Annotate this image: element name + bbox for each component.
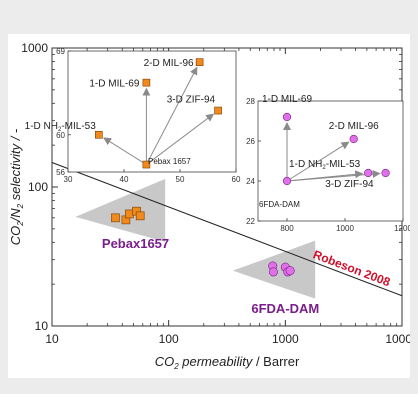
robeson-line-label: Robeson 2008	[311, 247, 392, 289]
pebax-point	[195, 58, 204, 66]
fda-point	[364, 168, 373, 178]
y-tick-label: 10	[35, 319, 49, 333]
fda-point-label: 1-D MIL-69	[262, 94, 312, 105]
fda-point	[381, 168, 390, 178]
pebax-x-tick-label: 30	[64, 175, 73, 184]
inset-pebax: 30 40 50 60 56 60 69 2-D MIL-96 1-D MIL-69 3-D ZI…	[25, 47, 241, 184]
pebax-fan-shape	[75, 178, 166, 242]
pebax-point	[95, 130, 103, 139]
pebax-group-label: Pebax1657	[102, 236, 169, 251]
pebax-data-point	[135, 211, 145, 221]
pebax-point-label: 1-D NH2-MIL-53	[25, 121, 97, 133]
fda-arrow	[286, 141, 350, 182]
fda-point-label: 1-D NH2-MIL-53	[289, 159, 361, 171]
pebax-y-tick-label: 56	[56, 168, 65, 177]
fda-origin-label: 6FDA-DAM	[259, 200, 300, 209]
pebax-point	[142, 78, 151, 87]
fda-x-tick-label: 1200	[394, 224, 410, 233]
x-axis-label: CO2 permeability / Barrer	[155, 354, 300, 371]
robeson-upper-bound-line	[51, 162, 403, 297]
pebax-arrow	[146, 113, 215, 165]
6fda-data-point	[285, 266, 295, 276]
y-tick-label: 100	[28, 180, 48, 194]
pebax-x-tick-label: 60	[232, 175, 241, 184]
x-tick-label: 1000	[272, 332, 299, 346]
pebax-origin-label: Pebax 1657	[148, 157, 191, 166]
pebax-x-tick-label: 40	[120, 175, 129, 184]
pebax-arrow	[145, 66, 198, 165]
pebax-point-label: 2-D MIL-96	[144, 58, 194, 69]
fda-y-tick-label: 24	[246, 177, 255, 186]
pebax-point-label: 3-D ZIF-94	[167, 95, 216, 106]
fda-arrow	[286, 170, 381, 182]
inset-6fda: 800 1000 1200 22 24 26 28 1-D MIL-69 2-D MIL-96 1…	[246, 94, 412, 233]
fda-y-tick-label: 26	[246, 137, 255, 146]
pebax-point-label: 1-D MIL-69	[89, 79, 139, 90]
fda-point-label: 2-D MIL-96	[329, 121, 379, 132]
6fda-group-label: 6FDA-DAM	[251, 301, 319, 316]
pebax-point	[214, 106, 222, 115]
pebax-arrow	[103, 137, 147, 165]
pebax-y-tick-label: 69	[56, 47, 65, 56]
x-tick-label: 100	[159, 332, 179, 346]
fda-inset-frame	[257, 100, 404, 222]
pebax-x-tick-label: 50	[176, 175, 185, 184]
pebax-inset-frame	[67, 50, 237, 173]
fda-y-tick-label: 28	[246, 97, 255, 106]
fda-x-tick-label: 800	[280, 224, 294, 233]
y-axis-label: CO2/N2 selectivity / -	[8, 128, 25, 245]
fda-point	[349, 134, 358, 144]
fda-point-label: 3-D ZIF-94	[325, 179, 374, 190]
pebax-data-point	[111, 213, 120, 223]
fda-origin-point	[282, 176, 292, 186]
chart-svg: 10 100 1000 10000 10 100 1000 CO2 permeability …	[8, 41, 418, 371]
pebax-origin-point	[142, 160, 151, 169]
y-tick-label: 1000	[21, 41, 48, 55]
figure-panel: 10 100 1000 10000 10 100 1000 CO2 permeability …	[8, 34, 418, 378]
pebax-y-tick-label: 60	[56, 131, 65, 140]
fda-y-tick-label: 22	[246, 217, 255, 226]
fda-x-tick-label: 1000	[336, 224, 354, 233]
6fda-data-point	[268, 267, 278, 277]
fda-point	[282, 112, 292, 122]
x-tick-label: 10000	[385, 332, 410, 346]
pebax-data-point	[125, 209, 134, 219]
x-tick-label: 10	[45, 332, 59, 346]
